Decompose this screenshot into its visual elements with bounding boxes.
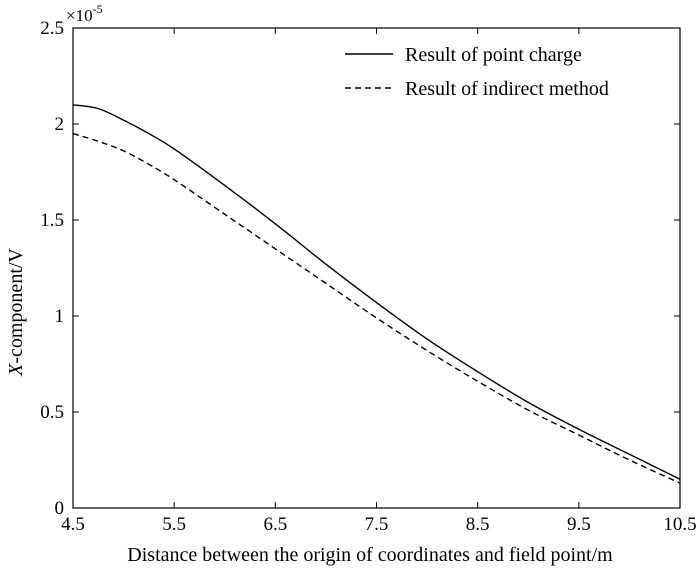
y-axis-label-italic: X (5, 363, 27, 377)
x-tick-label: 10.5 (663, 514, 696, 535)
y-tick-label: 0.5 (40, 402, 64, 423)
y-tick-label: 1 (55, 306, 65, 327)
series-line-2 (72, 132, 681, 484)
y-axis-label-rest: -component/V (5, 248, 27, 364)
series-layer (72, 104, 681, 484)
legend: Result of point charge Result of indirect… (345, 44, 609, 100)
x-tick-label: 8.5 (466, 514, 490, 535)
x-tick-label: 6.5 (263, 514, 287, 535)
y-axis-label: X-component/V (5, 248, 27, 377)
y-axis-multiplier: ×10-5 (66, 2, 103, 25)
y-tick-label: 1.5 (40, 210, 64, 231)
series-line-1 (72, 104, 681, 480)
y-axis-multiplier-base: ×10 (66, 6, 93, 25)
x-tick-label: 7.5 (365, 514, 389, 535)
plot-frame (72, 27, 681, 509)
y-tick-label: 0 (55, 498, 65, 519)
y-tick-label: 2.5 (40, 18, 64, 39)
y-tick-label: 2 (55, 114, 65, 135)
y-axis-multiplier-exponent: -5 (93, 2, 103, 16)
legend-label-1: Result of point charge (405, 44, 582, 66)
legend-label-2: Result of indirect method (405, 78, 609, 100)
x-axis-label: Distance between the origin of coordinat… (127, 544, 613, 566)
x-tick-label: 5.5 (162, 514, 186, 535)
axes-layer: 4.5 5.5 6.5 7.5 8.5 9.5 10.5 0 0.5 1 1.5 2 2.5 (40, 18, 696, 535)
x-tick-label: 4.5 (61, 514, 85, 535)
x-tick-label: 9.5 (567, 514, 591, 535)
